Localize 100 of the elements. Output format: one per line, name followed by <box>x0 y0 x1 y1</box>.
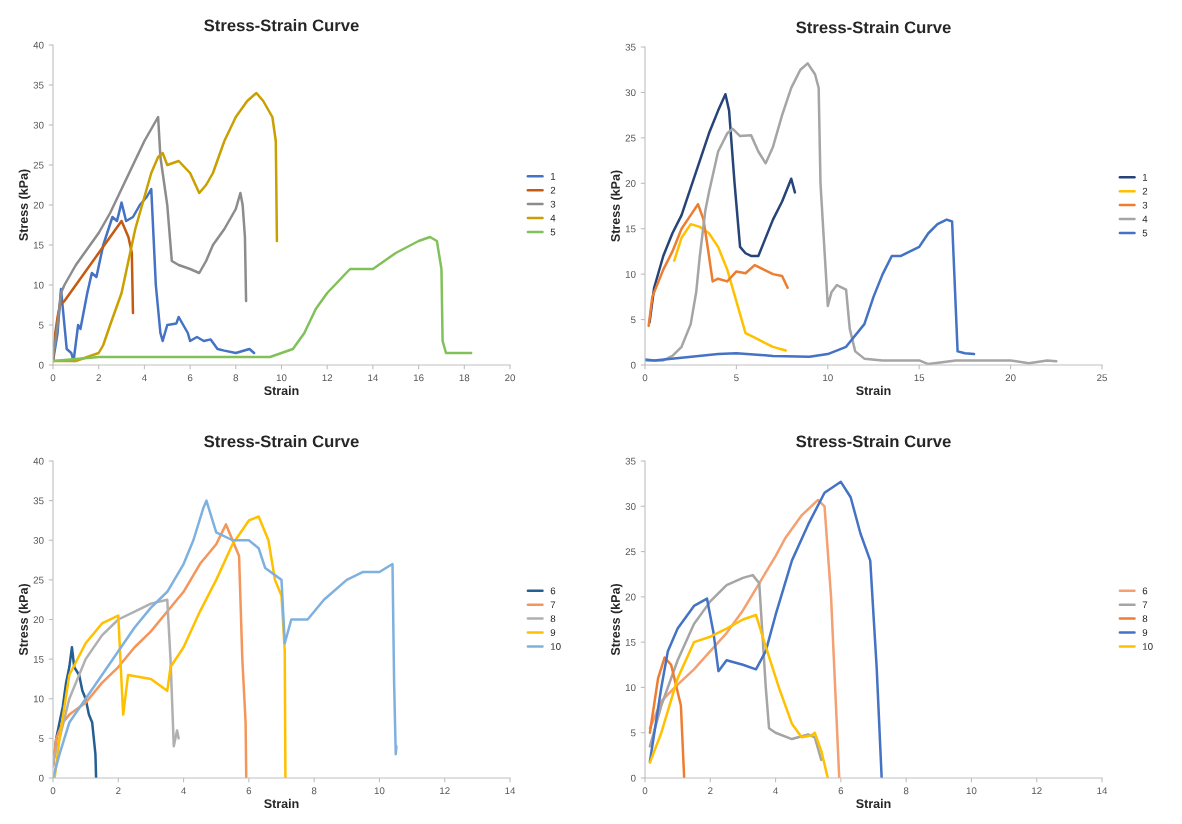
y-tick-label: 15 <box>33 241 44 249</box>
y-axis-title: Stress (kPa) <box>610 170 623 242</box>
y-tick-label: 20 <box>33 616 44 624</box>
legend-label: 3 <box>550 200 556 208</box>
x-tick-label: 12 <box>322 374 333 382</box>
y-tick-label: 5 <box>630 316 636 324</box>
y-tick-label: 15 <box>625 638 636 646</box>
y-tick-label: 30 <box>33 536 44 544</box>
x-tick-label: 8 <box>233 374 239 382</box>
legend-label: 1 <box>550 172 556 180</box>
line-series <box>647 202 789 328</box>
line-series <box>648 656 686 778</box>
legend-label: 2 <box>550 186 556 194</box>
x-axis-title: Strain <box>264 385 299 396</box>
x-tick-label: 10 <box>966 787 977 795</box>
y-tick-label: 25 <box>625 548 636 556</box>
x-axis-title: Strain <box>856 798 891 809</box>
x-tick-label: 14 <box>1097 787 1108 795</box>
y-tick-label: 40 <box>33 41 44 49</box>
legend-label: 4 <box>1142 215 1148 223</box>
line-series <box>53 515 287 778</box>
chart-title: Stress-Strain Curve <box>796 21 951 34</box>
x-tick-label: 0 <box>642 374 648 382</box>
y-tick-label: 20 <box>33 201 44 209</box>
line-series <box>53 235 473 363</box>
y-tick-label: 20 <box>625 593 636 601</box>
x-tick-label: 20 <box>505 374 516 382</box>
y-tick-label: 5 <box>38 321 44 329</box>
y-tick-label: 35 <box>625 43 636 51</box>
y-tick-label: 25 <box>33 161 44 169</box>
legend-label: 6 <box>550 587 556 595</box>
y-tick-label: 5 <box>630 729 636 737</box>
y-tick-label: 0 <box>38 361 44 369</box>
x-tick-label: 10 <box>374 787 385 795</box>
legend-label: 7 <box>550 601 556 609</box>
x-tick-label: 8 <box>903 787 909 795</box>
y-tick-label: 15 <box>625 225 636 233</box>
y-tick-label: 35 <box>625 457 636 465</box>
x-tick-label: 12 <box>1032 787 1042 795</box>
line-series <box>648 93 797 324</box>
legend-label: 7 <box>1142 601 1148 609</box>
x-axis-title: Strain <box>264 798 299 809</box>
y-tick-label: 25 <box>33 576 44 584</box>
y-tick-label: 10 <box>625 684 636 692</box>
x-tick-label: 15 <box>914 374 925 382</box>
chart-title: Stress-Strain Curve <box>204 435 359 448</box>
y-axis-title: Stress (kPa) <box>610 583 623 656</box>
x-tick-label: 0 <box>50 374 56 382</box>
x-tick-label: 20 <box>1005 374 1016 382</box>
y-tick-label: 30 <box>625 503 636 510</box>
y-tick-label: 5 <box>38 735 44 742</box>
legend-label: 5 <box>1142 229 1148 237</box>
x-axis-title: Strain <box>856 385 891 396</box>
legend-label: 5 <box>550 228 556 236</box>
legend-label: 1 <box>1142 173 1148 181</box>
line-series <box>648 613 830 778</box>
line-series <box>53 499 398 778</box>
y-tick-label: 35 <box>33 81 44 89</box>
x-tick-label: 4 <box>141 374 147 382</box>
x-tick-label: 12 <box>440 787 450 795</box>
x-tick-label: 6 <box>838 787 844 795</box>
y-tick-label: 10 <box>625 270 636 278</box>
x-tick-label: 8 <box>311 787 317 795</box>
y-tick-label: 0 <box>630 774 636 782</box>
legend-label: 3 <box>1142 201 1148 209</box>
y-tick-label: 20 <box>625 180 636 187</box>
y-axis-title: Stress (kPa) <box>18 169 31 241</box>
line-series <box>673 222 788 352</box>
x-tick-label: 0 <box>50 787 56 795</box>
y-tick-label: 0 <box>630 361 636 369</box>
x-tick-label: 10 <box>823 374 833 382</box>
line-series <box>53 523 248 778</box>
legend-label: 10 <box>1142 643 1153 650</box>
x-tick-label: 4 <box>773 787 778 795</box>
line-series <box>645 62 1058 365</box>
legend-label: 10 <box>550 643 561 650</box>
x-tick-label: 10 <box>276 374 287 382</box>
x-tick-label: 5 <box>734 374 739 382</box>
legend-label: 8 <box>550 615 556 623</box>
x-tick-label: 25 <box>1097 374 1107 382</box>
x-tick-label: 14 <box>368 374 379 382</box>
x-tick-label: 4 <box>181 787 186 795</box>
x-tick-label: 16 <box>413 374 424 382</box>
chart-title: Stress-Strain Curve <box>204 19 359 32</box>
x-tick-label: 2 <box>96 374 101 382</box>
y-tick-label: 40 <box>33 457 44 465</box>
y-tick-label: 30 <box>33 121 44 129</box>
y-tick-label: 0 <box>38 774 44 782</box>
line-series <box>645 218 976 362</box>
x-tick-label: 6 <box>187 374 193 382</box>
x-tick-label: 18 <box>459 374 470 382</box>
legend-label: 4 <box>550 214 556 222</box>
x-tick-label: 2 <box>116 787 121 795</box>
legend-label: 9 <box>1142 629 1148 637</box>
y-tick-label: 10 <box>33 281 44 289</box>
legend-label: 2 <box>1142 187 1148 195</box>
x-tick-label: 0 <box>642 787 648 795</box>
legend-label: 9 <box>550 629 556 637</box>
y-tick-label: 25 <box>625 134 636 142</box>
x-tick-label: 2 <box>708 787 713 795</box>
